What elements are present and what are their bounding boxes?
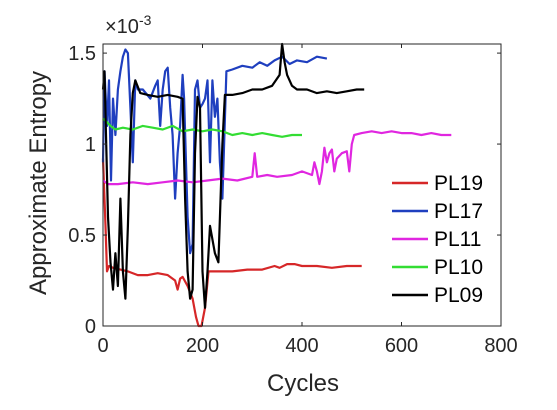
y-axis-exponent-base: ×10: [105, 16, 139, 38]
series-line-pl10: [102, 117, 302, 138]
series-line-pl09: [101, 42, 365, 309]
x-tick-label: 800: [484, 335, 517, 357]
x-axis-label: Cycles: [267, 370, 339, 397]
x-tick-label: 400: [285, 335, 318, 357]
legend-label-pl11: PL11: [434, 228, 482, 251]
series-line-pl17: [101, 48, 328, 255]
series-layer: [101, 42, 452, 328]
y-tick-label: 1.5: [68, 43, 96, 65]
legend-label-pl19: PL19: [434, 172, 483, 195]
y-axis-exponent-power: -3: [139, 12, 152, 28]
y-tick-label: 0: [85, 316, 96, 338]
legend-label-pl09: PL09: [434, 284, 483, 307]
y-axis-ticks: 0 0.5 1 1.5: [68, 43, 501, 338]
legend-label-pl17: PL17: [434, 200, 483, 223]
x-tick-label: 0: [97, 335, 108, 357]
x-axis-ticks: 0 200 400 600 800: [97, 44, 518, 357]
x-tick-label: 600: [385, 335, 418, 357]
y-tick-label: 1: [85, 134, 96, 156]
y-tick-label: 0.5: [68, 225, 96, 247]
y-axis-label: Approximate Entropy: [25, 71, 52, 295]
legend: PL19 PL17 PL11 PL10 PL09: [392, 172, 483, 307]
x-tick-label: 200: [186, 335, 219, 357]
legend-label-pl10: PL10: [434, 256, 483, 279]
y-axis-exponent: ×10-3: [105, 12, 152, 38]
